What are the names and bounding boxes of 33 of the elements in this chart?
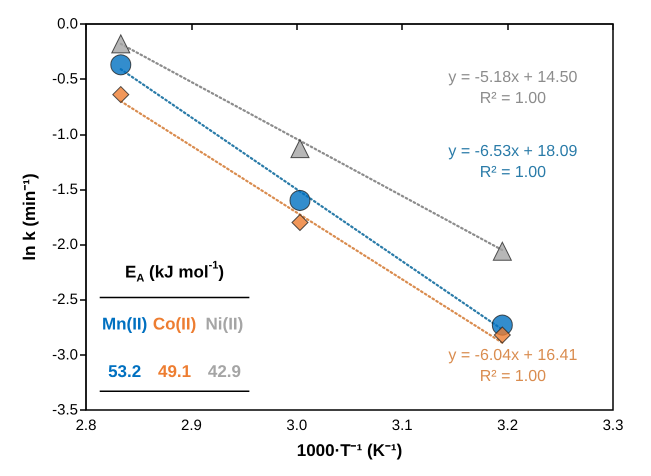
x-tick-label: 3.3 bbox=[602, 417, 624, 434]
y-tick-label: -0.5 bbox=[52, 70, 78, 88]
x-tick-label: 2.9 bbox=[180, 417, 202, 434]
point bbox=[112, 86, 130, 104]
point bbox=[290, 139, 310, 158]
point bbox=[110, 54, 132, 76]
text: Ni(II) bbox=[206, 314, 244, 334]
x-tick-label: 2.8 bbox=[76, 417, 96, 434]
y-tick-label: -3.5 bbox=[52, 402, 78, 418]
x-tick-label: 3.0 bbox=[286, 417, 308, 434]
x-tick-label: 3.1 bbox=[392, 417, 413, 434]
annotation: 53.2 bbox=[108, 362, 142, 381]
y-tick-label: -2.0 bbox=[52, 236, 78, 254]
y-tick-label: -1.0 bbox=[52, 126, 78, 143]
x-axis-title: 1000·T⁻¹ (K⁻¹) bbox=[296, 441, 402, 460]
series-label: y = -6.04x + 16.41 R² = 1.00 bbox=[448, 346, 578, 385]
annotation: 49.1 bbox=[158, 362, 192, 381]
y-axis-title: ln k (min⁻¹) bbox=[20, 173, 39, 261]
text: y = -5.18x + 14.50 R² = 1.00 bbox=[448, 68, 578, 107]
y-tick-label: -2.5 bbox=[52, 291, 78, 308]
y-tick-label: -3.0 bbox=[52, 346, 78, 364]
y-tick-label: -1.5 bbox=[52, 180, 78, 198]
text: Mn(II) bbox=[102, 314, 148, 334]
annotation: 42.9 bbox=[208, 362, 241, 381]
text: y = -6.53x + 18.09 R² = 1.00 bbox=[448, 142, 578, 181]
point bbox=[111, 34, 130, 54]
point bbox=[492, 242, 512, 261]
text: Co(II) bbox=[152, 314, 196, 334]
y-tick-label: 0.0 bbox=[57, 16, 78, 32]
x-tick-label: 3.2 bbox=[497, 417, 518, 434]
point bbox=[289, 190, 310, 211]
point bbox=[291, 214, 308, 232]
point bbox=[494, 326, 511, 344]
